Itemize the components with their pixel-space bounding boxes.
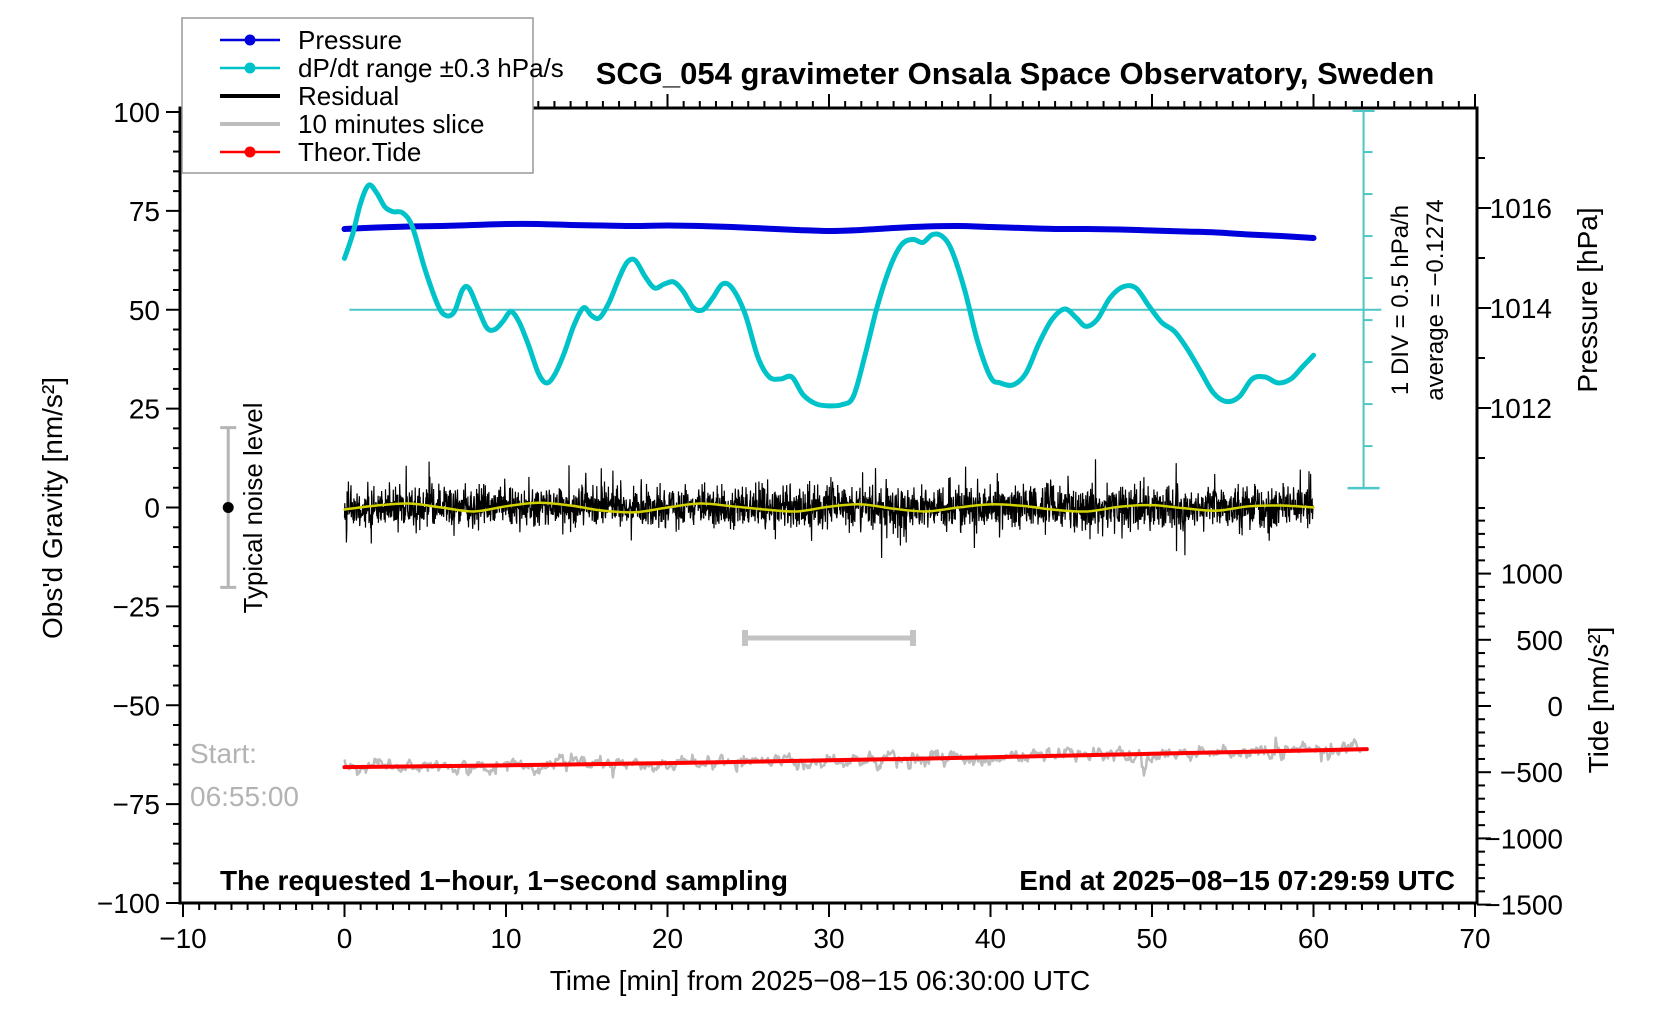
x-axis-tick-label: 60: [1298, 923, 1329, 954]
legend: Pressure dP/dt range ±0.3 hPa/s Residual…: [181, 17, 564, 174]
legend-label-dpdt: dP/dt range ±0.3 hPa/s: [298, 53, 564, 83]
start-time: 06:55:00: [190, 781, 299, 812]
y-left-tick-label: −75: [113, 789, 161, 820]
y-left-tick-label: 75: [129, 196, 160, 227]
legend-item-slice: 10 minutes slice: [220, 109, 484, 139]
slice-curve: [343, 736, 1363, 779]
tide-tick-label: 1000: [1501, 559, 1563, 590]
tide-tick-label: 0: [1547, 691, 1563, 722]
y-left-tick-label: −100: [97, 888, 160, 919]
legend-label-pressure: Pressure: [298, 25, 402, 55]
chart-title: SCG_054 gravimeter Onsala Space Observat…: [596, 56, 1435, 91]
sampling-note: The requested 1−hour, 1−second sampling: [220, 865, 788, 896]
tide-tick-label: 500: [1516, 625, 1563, 656]
x-axis-tick-label: 40: [975, 923, 1006, 954]
x-axis-title: Time [min] from 2025−08−15 06:30:00 UTC: [550, 965, 1091, 996]
pressure-tick-label: 1012: [1490, 393, 1552, 424]
tide-tick-label: −1000: [1484, 823, 1563, 854]
pressure-tick-label: 1016: [1490, 193, 1552, 224]
x-axis-tick-label: 30: [813, 923, 844, 954]
legend-marker-tide: [244, 146, 256, 158]
y-left-tick-label: −50: [113, 690, 161, 721]
pressure-curve: [341, 220, 1317, 241]
x-axis-tick-label: 10: [490, 923, 521, 954]
y-left-tick-label: 25: [129, 394, 160, 425]
legend-marker-dpdt: [244, 62, 256, 74]
residual-smoothed-curve: [343, 501, 1315, 514]
start-label: Start:: [190, 738, 257, 769]
pressure-axis-title: Pressure [hPa]: [1572, 207, 1603, 392]
legend-item-residual: Residual: [220, 81, 399, 111]
x-axis-tick-label: 70: [1459, 923, 1490, 954]
y-left-tick-label: −25: [113, 591, 161, 622]
average-drift-label: average = −0.1274: [1422, 199, 1449, 401]
noise-errorbar-dot: [222, 502, 234, 513]
tide-tick-label: −1500: [1484, 890, 1563, 921]
legend-label-residual: Residual: [298, 81, 399, 111]
legend-item-tide: Theor.Tide: [220, 137, 421, 167]
ticks-layer: [166, 94, 1491, 917]
curves-layer: [220, 110, 1382, 779]
y-left-tick-label: 50: [129, 295, 160, 326]
tide-axis-title: Tide [nm/s²]: [1583, 627, 1614, 774]
x-axis-tick-label: −10: [159, 923, 207, 954]
y-left-tick-label: 100: [113, 97, 160, 128]
tide-curve: [342, 747, 1369, 770]
dpdt-curve: [342, 182, 1316, 409]
tide-tick-label: −500: [1500, 757, 1563, 788]
legend-item-dpdt: dP/dt range ±0.3 hPa/s: [220, 53, 564, 83]
tick-labels-layer: −10 0 10 20 30 40 50 60 701007550250−25−50−75−10…: [97, 97, 1563, 954]
x-axis-tick-label: 0: [337, 923, 353, 954]
x-axis-tick-label: 20: [652, 923, 683, 954]
end-time-note: End at 2025−08−15 07:29:59 UTC: [1019, 865, 1455, 896]
y-left-axis-title: Obs'd Gravity [nm/s²]: [37, 377, 68, 639]
noise-level-label: Typical noise level: [238, 403, 268, 614]
legend-label-tide: Theor.Tide: [298, 137, 421, 167]
legend-label-slice: 10 minutes slice: [298, 109, 484, 139]
legend-marker-pressure: [244, 34, 256, 46]
legend-item-pressure: Pressure: [220, 25, 402, 55]
y-left-tick-label: 0: [144, 493, 160, 524]
pressure-tick-label: 1014: [1490, 293, 1552, 324]
div-scale-label: 1 DIV = 0.5 hPa/h: [1387, 205, 1414, 395]
x-axis-tick-label: 50: [1136, 923, 1167, 954]
